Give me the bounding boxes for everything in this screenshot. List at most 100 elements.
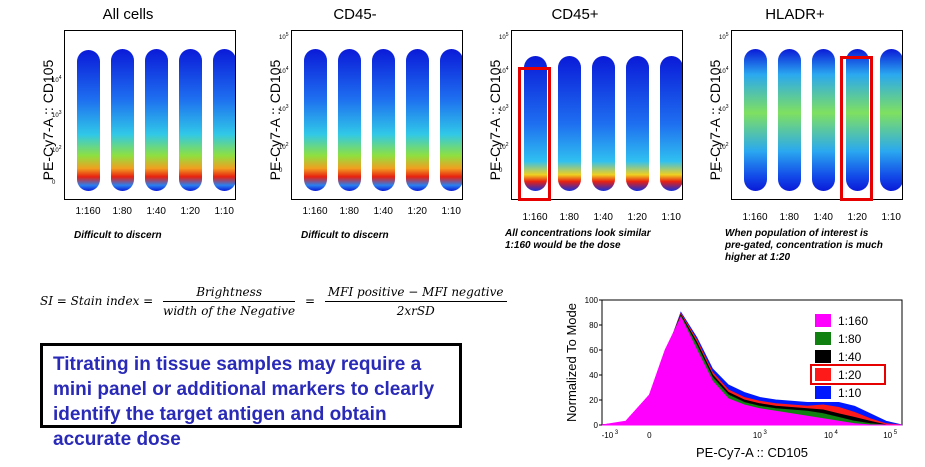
density-panel-2: CD45+ PE-Cy7-A :: CD105 105 104 103 102 0 1:160…	[465, 0, 685, 270]
y-tick-label: 102	[499, 142, 509, 151]
titration-message: Titrating in tissue samples may require …	[40, 343, 462, 450]
density-column	[179, 49, 202, 191]
panel-caption: Difficult to discern	[301, 230, 389, 242]
legend-swatch	[815, 314, 831, 327]
y-tick-label: 103	[52, 110, 62, 119]
panel-title: CD45+	[551, 6, 599, 23]
y-tick-label: 0	[52, 180, 56, 186]
x-tick-label: 1:10	[214, 206, 234, 217]
density-panel-3: HLADR+ PE-Cy7-A :: CD105 105 104 103 102 0 1:16…	[685, 0, 905, 270]
equals-sign: =	[304, 294, 316, 308]
density-panel-0: All cells PE-Cy7-A :: CD105 104 103 102 0 1:16…	[18, 0, 238, 270]
highlight-box	[518, 67, 551, 201]
caption-line: Difficult to discern	[74, 230, 162, 241]
density-plot-area	[511, 30, 683, 200]
density-column	[592, 56, 615, 191]
y-tick-label: 103	[719, 104, 729, 113]
fraction-denominator-sd: 2xrSD	[396, 304, 435, 318]
histogram-x-label: PE-Cy7-A :: CD105	[696, 445, 808, 460]
x-tick-label: 1:160	[742, 212, 768, 223]
y-tick-label: 104	[279, 66, 289, 75]
density-column	[145, 49, 168, 191]
x-tick-label: 1:160	[302, 206, 328, 217]
density-column	[111, 49, 134, 191]
x-tick-label: 1:10	[441, 206, 461, 217]
caption-line: 1:160 would be the dose	[505, 240, 621, 251]
y-tick-label: 105	[279, 32, 289, 41]
x-tick-label: 1:40	[593, 212, 613, 223]
density-column	[812, 49, 835, 191]
x-tick-labels: 1:160 1:80 1:40 1:20 1:10	[511, 212, 681, 226]
x-tick-label: 1:80	[112, 206, 132, 217]
legend-swatch	[815, 368, 831, 381]
x-tick-label: 1:80	[779, 212, 799, 223]
highlight-box	[840, 56, 873, 201]
panel-caption: When population of interest is pre-gated,…	[725, 228, 883, 264]
histogram-x-tick: 0	[647, 431, 652, 440]
panel-title: All cells	[102, 6, 154, 23]
density-svg	[304, 49, 462, 191]
stain-index-formula: SI = Stain index = Brightness width of t…	[40, 285, 513, 318]
x-tick-label: 1:10	[881, 212, 901, 223]
density-column	[626, 56, 649, 191]
panel-title: CD45-	[333, 6, 377, 23]
x-tick-label: 1:160	[75, 206, 101, 217]
x-tick-label: 1:40	[373, 206, 393, 217]
x-tick-label: 1:20	[627, 212, 647, 223]
y-tick-label: 102	[52, 145, 62, 154]
density-column	[558, 56, 581, 191]
histogram-y-tick: 80	[589, 321, 598, 330]
legend-swatch	[815, 332, 831, 345]
panel-title: HLADR+	[765, 6, 825, 23]
density-plot-area	[64, 30, 236, 200]
density-column	[338, 49, 361, 191]
x-tick-label: 1:20	[180, 206, 200, 217]
density-column	[660, 56, 682, 191]
caption-line: pre-gated, concentration is much	[725, 240, 883, 251]
histogram-y-tick: 20	[589, 396, 598, 405]
legend-swatch	[815, 350, 831, 363]
density-column	[880, 49, 902, 191]
x-tick-label: 1:80	[559, 212, 579, 223]
histogram-x-tick: 10 3	[753, 430, 768, 440]
density-column	[524, 56, 547, 191]
fraction-denominator: width of the Negative	[163, 304, 296, 318]
legend-label: 1:160	[838, 314, 868, 328]
x-tick-labels: 1:160 1:80 1:40 1:20 1:10	[64, 206, 234, 220]
legend-swatch	[815, 386, 831, 399]
density-column	[440, 49, 462, 191]
density-column	[778, 49, 801, 191]
y-tick-label: 104	[719, 66, 729, 75]
histogram-y-tick: 40	[589, 371, 598, 380]
legend-label: 1:10	[838, 386, 862, 400]
density-plot-area	[291, 30, 463, 200]
y-tick-label: 105	[499, 32, 509, 41]
y-tick-label: 105	[719, 32, 729, 41]
y-axis-label: PE-Cy7-A :: CD105	[40, 59, 56, 181]
legend-label: 1:20	[838, 368, 862, 382]
density-plot-area	[731, 30, 903, 200]
histogram-y-tick: 0	[594, 421, 599, 430]
density-svg	[744, 49, 902, 191]
histogram-x-tick: -10 3	[602, 430, 619, 440]
x-tick-label: 1:20	[407, 206, 427, 217]
fraction-brightness: Brightness width of the Negative	[163, 285, 296, 318]
density-column	[304, 49, 327, 191]
density-column	[744, 49, 767, 191]
y-tick-label: 102	[279, 142, 289, 151]
y-tick-label: 104	[499, 66, 509, 75]
fraction-numerator: Brightness	[163, 285, 296, 302]
y-tick-label: 102	[719, 142, 729, 151]
legend-label: 1:40	[838, 350, 862, 364]
panel-caption: All concentrations look similar 1:160 wou…	[505, 228, 651, 252]
histogram-y-tick: 100	[585, 296, 599, 305]
caption-line: All concentrations look similar	[505, 228, 651, 239]
fraction-mfi: MFI positive − MFI negative 2xrSD	[324, 285, 507, 318]
x-tick-label: 1:160	[522, 212, 548, 223]
density-column	[406, 49, 429, 191]
x-tick-labels: 1:160 1:80 1:40 1:20 1:10	[731, 212, 901, 226]
density-panel-1: CD45- PE-Cy7-A :: CD105 105 104 103 102 0 1:160…	[245, 0, 465, 270]
x-tick-label: 1:40	[813, 212, 833, 223]
panel-caption: Difficult to discern	[74, 230, 162, 242]
